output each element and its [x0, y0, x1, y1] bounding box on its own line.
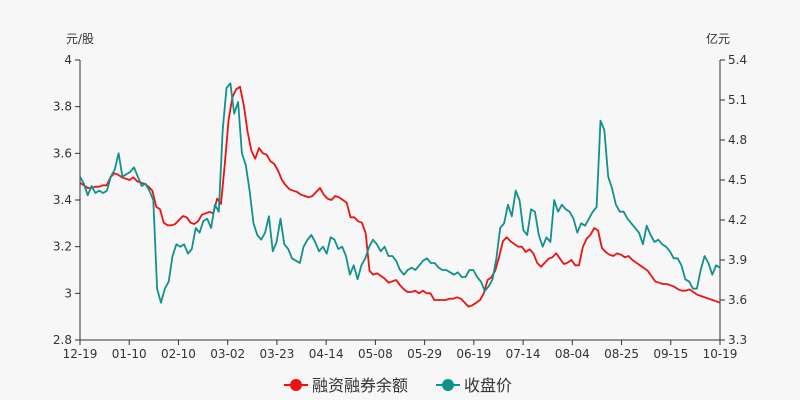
x-tick-label: 07-14	[506, 347, 541, 361]
right-tick-label: 4.2	[728, 213, 747, 227]
x-tick-label: 09-15	[653, 347, 688, 361]
x-tick-label: 05-08	[358, 347, 393, 361]
x-axis-ticks: 12-19 01-10 02-10 03-02 03-23 04-14 05-08 05-29…	[63, 340, 738, 361]
legend-label-close-price: 收盘价	[464, 376, 512, 395]
right-tick-label: 5.1	[728, 93, 747, 107]
left-tick-label: 2.8	[53, 333, 72, 347]
legend-item-close-price[interactable]: 收盘价	[436, 376, 512, 395]
right-tick-label: 3.6	[728, 293, 747, 307]
series-line-margin-balance	[79, 85, 721, 308]
x-tick-label: 01-10	[112, 347, 147, 361]
x-tick-label: 04-14	[309, 347, 344, 361]
legend-marker-margin-balance	[290, 379, 302, 391]
x-tick-label: 05-29	[407, 347, 442, 361]
left-tick-label: 3.2	[53, 240, 72, 254]
right-axis-unit: 亿元	[706, 31, 730, 46]
left-axis-ticks: 2.8 3 3.2 3.4 3.6 3.8 4	[53, 53, 80, 347]
left-tick-label: 4	[64, 53, 72, 67]
right-axis-ticks: 3.3 3.6 3.9 4.2 4.5 4.8 5.1 5.4	[720, 53, 747, 347]
legend-label-margin-balance: 融资融券余额	[312, 376, 408, 395]
x-tick-label: 03-23	[259, 347, 294, 361]
right-tick-label: 5.4	[728, 53, 747, 67]
legend-item-margin-balance[interactable]: 融资融券余额	[284, 376, 408, 395]
x-tick-label: 08-04	[555, 347, 590, 361]
left-tick-label: 3.6	[53, 146, 72, 160]
right-tick-label: 4.8	[728, 133, 747, 147]
right-tick-label: 4.5	[728, 173, 747, 187]
legend-marker-close-price	[442, 379, 454, 391]
x-tick-label: 02-10	[161, 347, 196, 361]
left-tick-label: 3.8	[53, 100, 72, 114]
x-tick-label: 08-25	[604, 347, 639, 361]
x-tick-label: 06-19	[456, 347, 491, 361]
right-tick-label: 3.3	[728, 333, 747, 347]
left-axis-unit: 元/股	[66, 32, 94, 46]
x-tick-label: 10-19	[703, 347, 738, 361]
left-tick-label: 3	[64, 286, 72, 300]
right-tick-label: 3.9	[728, 253, 747, 267]
series-line-close-price	[79, 82, 721, 304]
x-tick-label: 12-19	[63, 347, 98, 361]
legend: 融资融券余额 收盘价	[284, 376, 512, 395]
left-tick-label: 3.4	[53, 193, 72, 207]
x-tick-label: 03-02	[210, 347, 245, 361]
series-layer	[79, 82, 721, 308]
